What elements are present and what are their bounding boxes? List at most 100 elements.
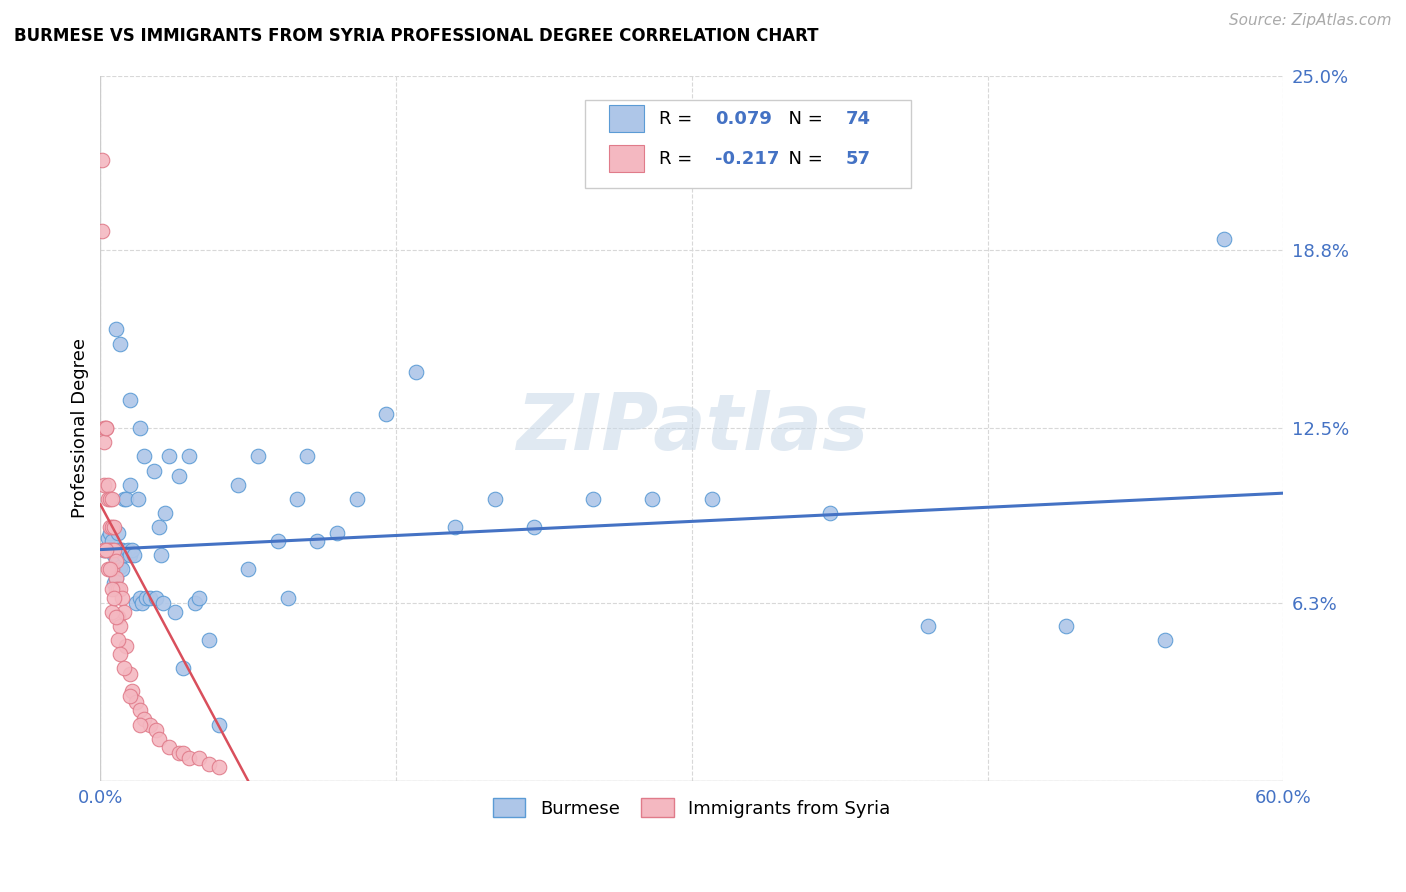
Point bbox=[167, 469, 190, 483]
Point bbox=[107, 542, 129, 557]
Text: 57: 57 bbox=[845, 150, 870, 168]
Point bbox=[97, 562, 120, 576]
Point bbox=[148, 731, 170, 746]
Point bbox=[287, 491, 309, 506]
Point bbox=[98, 520, 121, 534]
Point bbox=[326, 525, 349, 540]
Point bbox=[108, 619, 131, 633]
Point bbox=[128, 591, 150, 605]
FancyBboxPatch shape bbox=[609, 145, 644, 172]
Point bbox=[118, 548, 141, 562]
Point bbox=[98, 542, 121, 557]
Point bbox=[107, 632, 129, 647]
Point bbox=[155, 506, 177, 520]
Point bbox=[101, 582, 124, 596]
Point bbox=[98, 542, 121, 557]
Point bbox=[523, 520, 546, 534]
Point bbox=[101, 562, 124, 576]
Text: 74: 74 bbox=[845, 110, 870, 128]
Point bbox=[177, 450, 200, 464]
Point bbox=[108, 582, 131, 596]
Point bbox=[375, 407, 398, 421]
Point bbox=[307, 534, 329, 549]
Point bbox=[135, 591, 157, 605]
Text: 0.079: 0.079 bbox=[716, 110, 772, 128]
Point bbox=[138, 717, 160, 731]
Point bbox=[165, 605, 187, 619]
Point bbox=[91, 224, 114, 238]
Text: BURMESE VS IMMIGRANTS FROM SYRIA PROFESSIONAL DEGREE CORRELATION CHART: BURMESE VS IMMIGRANTS FROM SYRIA PROFESS… bbox=[14, 27, 818, 45]
Point bbox=[101, 520, 124, 534]
Y-axis label: Professional Degree: Professional Degree bbox=[72, 338, 89, 518]
Point bbox=[118, 477, 141, 491]
Point bbox=[103, 576, 125, 591]
Point bbox=[96, 542, 118, 557]
Point bbox=[108, 559, 131, 574]
Point bbox=[105, 548, 128, 562]
Point bbox=[91, 153, 114, 168]
Point bbox=[238, 562, 260, 576]
Point bbox=[118, 690, 141, 704]
Point bbox=[157, 450, 180, 464]
Point bbox=[132, 712, 155, 726]
Point bbox=[172, 746, 194, 760]
Point bbox=[131, 596, 153, 610]
Point bbox=[128, 703, 150, 717]
Point bbox=[132, 450, 155, 464]
Point bbox=[172, 661, 194, 675]
FancyBboxPatch shape bbox=[609, 105, 644, 132]
Point bbox=[112, 661, 135, 675]
FancyBboxPatch shape bbox=[585, 100, 911, 188]
Point bbox=[97, 491, 120, 506]
Point bbox=[1213, 232, 1236, 246]
Point bbox=[157, 740, 180, 755]
Point bbox=[115, 639, 138, 653]
Text: Source: ZipAtlas.com: Source: ZipAtlas.com bbox=[1229, 13, 1392, 29]
Point bbox=[96, 421, 118, 435]
Point bbox=[484, 491, 506, 506]
Point bbox=[93, 542, 115, 557]
Point bbox=[101, 542, 124, 557]
Point bbox=[122, 548, 145, 562]
Point bbox=[125, 695, 148, 709]
Point bbox=[112, 548, 135, 562]
Point bbox=[111, 591, 134, 605]
Point bbox=[917, 619, 939, 633]
Text: N =: N = bbox=[778, 150, 828, 168]
Point bbox=[93, 477, 115, 491]
Point bbox=[103, 548, 125, 562]
Point bbox=[346, 491, 368, 506]
Point bbox=[108, 647, 131, 661]
Point bbox=[105, 571, 128, 585]
Point bbox=[145, 591, 167, 605]
Point bbox=[97, 477, 120, 491]
Text: -0.217: -0.217 bbox=[716, 150, 780, 168]
Point bbox=[187, 591, 209, 605]
Point bbox=[97, 531, 120, 545]
Text: R =: R = bbox=[658, 110, 697, 128]
Point bbox=[93, 421, 115, 435]
Point bbox=[150, 548, 173, 562]
Point bbox=[118, 666, 141, 681]
Point bbox=[93, 435, 115, 450]
Point bbox=[107, 610, 129, 624]
Point bbox=[197, 632, 219, 647]
Point bbox=[444, 520, 467, 534]
Point bbox=[142, 464, 165, 478]
Point bbox=[177, 751, 200, 765]
Point bbox=[107, 582, 129, 596]
Point bbox=[98, 562, 121, 576]
Point bbox=[121, 542, 143, 557]
Point bbox=[112, 491, 135, 506]
Point bbox=[108, 336, 131, 351]
Point bbox=[138, 591, 160, 605]
Point bbox=[152, 596, 174, 610]
Point bbox=[105, 610, 128, 624]
Point bbox=[96, 421, 118, 435]
Point bbox=[641, 491, 664, 506]
Point bbox=[125, 596, 148, 610]
Point bbox=[111, 562, 134, 576]
Point bbox=[117, 542, 139, 557]
Point bbox=[197, 757, 219, 772]
Point bbox=[118, 392, 141, 407]
